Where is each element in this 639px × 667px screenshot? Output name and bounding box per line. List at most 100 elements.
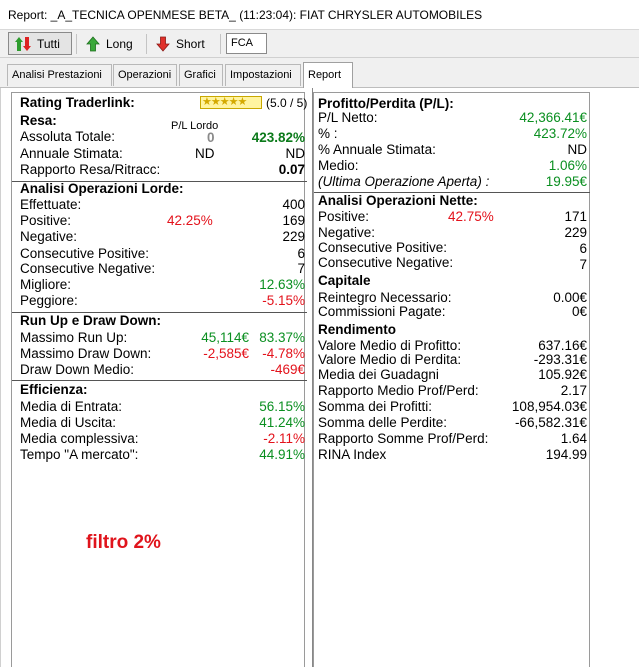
rina-value: 194.99: [545, 447, 587, 462]
positive-label: Positive:: [20, 213, 72, 228]
long-button[interactable]: Long: [80, 32, 142, 55]
ticker-field[interactable]: FCA: [226, 33, 267, 54]
short-button[interactable]: Short: [150, 32, 216, 55]
rapporto-value: 0.07: [278, 162, 305, 177]
annuale-nd-lordo: ND: [195, 146, 215, 161]
rspp-value: 1.64: [560, 431, 587, 446]
window-title: Report: _A_TECNICA OPENMESE BETA_ (11:23…: [8, 8, 483, 22]
ultima-label: (Ultima Operazione Aperta) :: [318, 174, 490, 189]
rendimento-header: Rendimento: [318, 322, 397, 337]
entrata-value: 56.15%: [259, 399, 305, 414]
vmpe-label: Valore Medio di Perdita:: [318, 352, 462, 367]
mg-value: 105.92€: [538, 367, 587, 382]
complessiva-value: -2.11%: [263, 431, 305, 446]
spe-value: -66,582.31€: [514, 415, 587, 430]
cons-pos-label: Consecutive Positive:: [20, 246, 150, 261]
tab-grafici[interactable]: Grafici: [179, 64, 223, 86]
left-frame: [11, 92, 305, 667]
positive-pct: 42.75%: [448, 209, 494, 224]
positive-pct: 42.25%: [167, 213, 213, 228]
commissioni-label: Commissioni Pagate:: [318, 304, 446, 319]
tempo-value: 44.91%: [259, 447, 305, 462]
annuale-nd-netto: ND: [285, 146, 306, 161]
runup-label: Massimo Run Up:: [20, 330, 128, 345]
all-button[interactable]: Tutti: [8, 32, 72, 55]
drawdown-label: Massimo Draw Down:: [20, 346, 152, 361]
cons-neg-value: 7: [579, 257, 587, 272]
sp-label: Somma dei Profitti:: [318, 399, 433, 414]
tab-analisi-prestazioni[interactable]: Analisi Prestazioni: [7, 64, 112, 86]
complessiva-label: Media complessiva:: [20, 431, 139, 446]
tab-report[interactable]: Report: [303, 62, 353, 88]
effettuate-value: 400: [282, 197, 305, 212]
commissioni-value: 0€: [571, 304, 587, 319]
cons-neg-value: 7: [297, 261, 305, 276]
left-report-panel: Rating Traderlink: ★★★★★ (5.0 / 5) Resa:…: [0, 88, 312, 667]
rina-label: RINA Index: [318, 447, 387, 462]
rmpp-value: 2.17: [560, 383, 587, 398]
negative-value: 229: [564, 225, 587, 240]
assoluta-value: 423.82%: [251, 130, 305, 145]
peggiore-value: -5.15%: [262, 293, 305, 308]
negative-label: Negative:: [20, 229, 78, 244]
rating-label: Rating Traderlink:: [20, 95, 135, 110]
pl-lordo-label: P/L Lordo: [171, 120, 219, 132]
separator: [146, 34, 147, 54]
cons-pos-label: Consecutive Positive:: [318, 240, 448, 255]
toolbar: Tutti Long Short FCA: [0, 30, 639, 58]
divider: [314, 192, 590, 193]
negative-label: Negative:: [318, 225, 376, 240]
netto-value: 42,366.41€: [519, 110, 587, 125]
medio-label: Medio:: [318, 158, 359, 173]
annuale-label: % Annuale Stimata:: [318, 142, 436, 157]
cons-pos-value: 6: [297, 246, 305, 261]
nette-header: Analisi Operazioni Nette:: [318, 193, 478, 208]
pct-label: % :: [318, 126, 338, 141]
annuale-value: ND: [567, 142, 588, 157]
annuale-label: Annuale Stimata:: [20, 146, 123, 161]
annotation-note: filtro 2%: [86, 532, 161, 553]
right-frame: [313, 92, 590, 667]
tab-impostazioni[interactable]: Impostazioni: [225, 64, 301, 86]
cons-pos-value: 6: [579, 241, 587, 256]
right-report-panel: Profitto/Perdita (P/L): P/L Netto: 42,36…: [312, 88, 639, 667]
runup-pct: 83.37%: [259, 330, 305, 345]
vmpe-value: -293.31€: [533, 352, 587, 367]
runup-header: Run Up e Draw Down:: [20, 313, 161, 328]
arrow-down-icon: [156, 36, 170, 52]
uscita-value: 41.24%: [259, 415, 305, 430]
runup-eur: 45,114€: [201, 330, 249, 345]
tab-operazioni[interactable]: Operazioni: [113, 64, 177, 86]
rapporto-label: Rapporto Resa/Ritracc:: [20, 162, 161, 177]
tempo-label: Tempo "A mercato":: [20, 447, 139, 462]
positive-value: 171: [564, 209, 587, 224]
positive-value: 169: [282, 213, 305, 228]
negative-value: 229: [282, 229, 305, 244]
spe-label: Somma delle Perdite:: [318, 415, 448, 430]
star-rating-icon: ★★★★★: [200, 96, 262, 109]
double-arrow-icon: [15, 36, 31, 51]
assoluta-zero: 0: [207, 130, 215, 145]
lorde-header: Analisi Operazioni Lorde:: [20, 181, 184, 196]
divider: [12, 312, 307, 313]
drawdown-medio-label: Draw Down Medio:: [20, 362, 135, 377]
sp-value: 108,954.03€: [511, 399, 587, 414]
assoluta-label: Assoluta Totale:: [20, 129, 116, 144]
resa-header: Resa:: [20, 113, 57, 128]
title-bar: Report: _A_TECNICA OPENMESE BETA_ (11:23…: [0, 0, 639, 30]
cons-neg-label: Consecutive Negative:: [20, 261, 156, 276]
uscita-label: Media di Uscita:: [20, 415, 117, 430]
migliore-value: 12.63%: [259, 277, 305, 292]
vmp-label: Valore Medio di Profitto:: [318, 338, 462, 353]
cons-neg-label: Consecutive Negative:: [318, 255, 454, 270]
peggiore-label: Peggiore:: [20, 293, 78, 308]
pct-value: 423.72%: [533, 126, 587, 141]
vmp-value: 637.16€: [538, 338, 587, 353]
drawdown-medio-value: -469€: [270, 362, 305, 377]
divider: [12, 380, 307, 381]
separator: [220, 34, 221, 54]
drawdown-eur: -2,585€: [203, 346, 249, 361]
efficienza-header: Efficienza:: [20, 382, 88, 397]
capitale-header: Capitale: [318, 273, 371, 288]
migliore-label: Migliore:: [20, 277, 72, 292]
